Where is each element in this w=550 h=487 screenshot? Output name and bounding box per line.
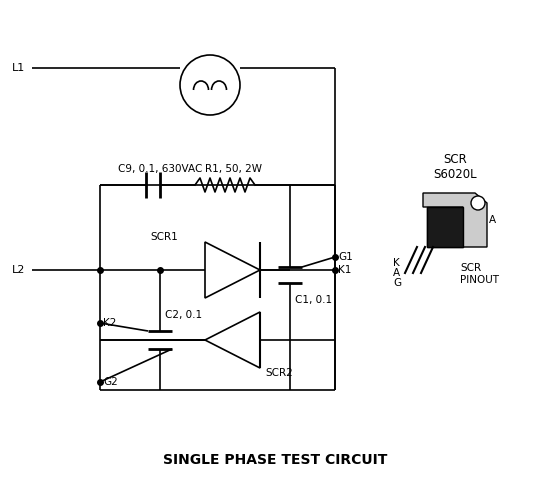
Text: L1: L1	[12, 63, 25, 73]
Polygon shape	[423, 193, 487, 247]
Text: C1, 0.1: C1, 0.1	[295, 295, 332, 305]
Text: G1: G1	[338, 252, 353, 262]
Text: R1, 50, 2W: R1, 50, 2W	[205, 164, 262, 174]
Text: SCR1: SCR1	[150, 232, 178, 242]
Text: G2: G2	[103, 377, 118, 387]
FancyBboxPatch shape	[427, 207, 463, 247]
Text: SCR
PINOUT: SCR PINOUT	[460, 263, 499, 284]
Text: C2, 0.1: C2, 0.1	[165, 310, 202, 320]
Text: SCR
S6020L: SCR S6020L	[433, 153, 477, 181]
Text: K: K	[393, 258, 400, 268]
Text: SINGLE PHASE TEST CIRCUIT: SINGLE PHASE TEST CIRCUIT	[163, 453, 387, 467]
Text: K2: K2	[103, 318, 117, 328]
Text: L2: L2	[12, 265, 25, 275]
Text: A: A	[489, 215, 496, 225]
Text: A: A	[393, 268, 400, 278]
Text: C9, 0.1, 630VAC: C9, 0.1, 630VAC	[118, 164, 202, 174]
Text: SCR2: SCR2	[265, 368, 293, 378]
FancyBboxPatch shape	[427, 207, 463, 247]
Text: G: G	[393, 278, 401, 288]
Text: K1: K1	[338, 265, 351, 275]
Circle shape	[471, 196, 485, 210]
